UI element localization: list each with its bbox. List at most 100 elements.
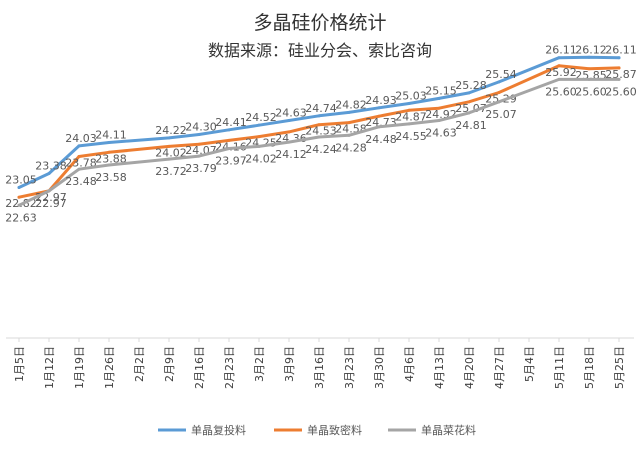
data-point — [377, 114, 381, 118]
data-point — [587, 67, 591, 71]
legend-item: 单晶菜花料 — [388, 423, 476, 437]
data-point — [437, 106, 441, 110]
data-point — [497, 91, 501, 95]
data-label: 25.15 — [425, 84, 457, 97]
data-point — [317, 135, 321, 139]
data-label: 26.11 — [605, 44, 637, 57]
data-point — [17, 185, 21, 189]
data-point — [167, 136, 171, 140]
data-label: 24.22 — [155, 124, 187, 137]
data-point — [317, 123, 321, 127]
data-point — [107, 163, 111, 167]
data-point — [77, 155, 81, 159]
data-point — [557, 64, 561, 68]
data-label: 23.79 — [185, 162, 217, 175]
data-point — [197, 154, 201, 158]
legend-label: 单晶复投料 — [191, 423, 246, 437]
data-label: 23.97 — [215, 154, 247, 167]
data-label: 22.63 — [5, 211, 37, 224]
x-tick-label: 5月11日 — [553, 346, 566, 389]
data-label: 25.60 — [605, 85, 637, 98]
data-label: 24.30 — [185, 120, 217, 133]
data-point — [467, 100, 471, 104]
data-label: 23.78 — [65, 157, 97, 170]
data-label: 24.93 — [365, 94, 397, 107]
data-point — [227, 128, 231, 132]
data-point — [167, 157, 171, 161]
x-tick-label: 4月27日 — [493, 346, 506, 389]
data-point — [227, 138, 231, 142]
data-label: 24.55 — [395, 130, 427, 143]
data-point — [497, 80, 501, 84]
data-point — [407, 122, 411, 126]
x-tick-label: 4月20日 — [463, 346, 476, 389]
data-point — [257, 144, 261, 148]
x-tick-label: 2月9日 — [163, 346, 176, 382]
data-label: 24.87 — [395, 110, 427, 123]
data-point — [347, 121, 351, 125]
data-label: 24.12 — [275, 148, 307, 161]
data-point — [197, 132, 201, 136]
x-tick-label: 1月26日 — [103, 346, 116, 389]
data-point — [257, 123, 261, 127]
data-point — [377, 106, 381, 110]
data-point — [557, 56, 561, 60]
data-label: 24.74 — [305, 102, 337, 115]
data-point — [617, 77, 621, 81]
legend-label: 单晶菜花料 — [421, 423, 476, 437]
x-tick-label: 5月25日 — [613, 346, 626, 389]
data-label: 23.72 — [155, 165, 187, 178]
data-point — [107, 150, 111, 154]
data-point — [347, 110, 351, 114]
x-tick-label: 5月4日 — [523, 346, 536, 382]
data-label: 24.63 — [275, 106, 307, 119]
x-tick-label: 3月30日 — [373, 346, 386, 389]
data-label: 24.28 — [335, 141, 367, 154]
data-label: 22.97 — [35, 197, 67, 210]
x-tick-label: 2月2日 — [133, 346, 146, 382]
data-label: 26.11 — [545, 44, 577, 57]
data-point — [437, 96, 441, 100]
data-label: 24.81 — [455, 119, 487, 132]
data-label: 23.05 — [5, 173, 37, 186]
legend-item: 单晶复投料 — [158, 423, 246, 437]
data-point — [287, 130, 291, 134]
data-label: 25.29 — [485, 93, 517, 106]
data-label: 23.58 — [95, 171, 127, 184]
x-tick-label: 1月19日 — [73, 346, 86, 389]
data-point — [407, 102, 411, 106]
x-tick-label: 3月2日 — [253, 346, 266, 382]
data-point — [587, 77, 591, 81]
data-point — [347, 133, 351, 137]
data-label: 24.11 — [95, 129, 127, 142]
x-tick-label: 4月13日 — [433, 346, 446, 389]
data-point — [557, 77, 561, 81]
data-point — [497, 100, 501, 104]
x-tick-label: 2月16日 — [193, 346, 206, 389]
data-point — [167, 144, 171, 148]
x-tick-label: 3月9日 — [283, 346, 296, 382]
data-point — [47, 189, 51, 193]
data-label: 26.12 — [575, 43, 607, 56]
data-label: 25.07 — [485, 108, 517, 121]
data-label: 23.38 — [35, 159, 67, 172]
data-point — [617, 56, 621, 60]
x-tick-label: 5月18日 — [583, 346, 596, 389]
data-label: 25.07 — [455, 102, 487, 115]
data-point — [227, 146, 231, 150]
data-label: 24.48 — [365, 133, 397, 146]
data-point — [17, 195, 21, 199]
chart-title: 多晶硅价格统计 — [253, 12, 387, 34]
data-point — [617, 66, 621, 70]
data-label: 25.60 — [575, 85, 607, 98]
data-label: 25.28 — [455, 79, 487, 92]
data-label: 23.48 — [65, 175, 97, 188]
series-line — [17, 55, 621, 189]
data-label: 24.52 — [245, 111, 277, 124]
data-label: 25.87 — [605, 68, 637, 81]
data-point — [467, 91, 471, 95]
legend-label: 单晶致密料 — [307, 423, 362, 437]
x-tick-label: 3月16日 — [313, 346, 326, 389]
data-point — [317, 114, 321, 118]
